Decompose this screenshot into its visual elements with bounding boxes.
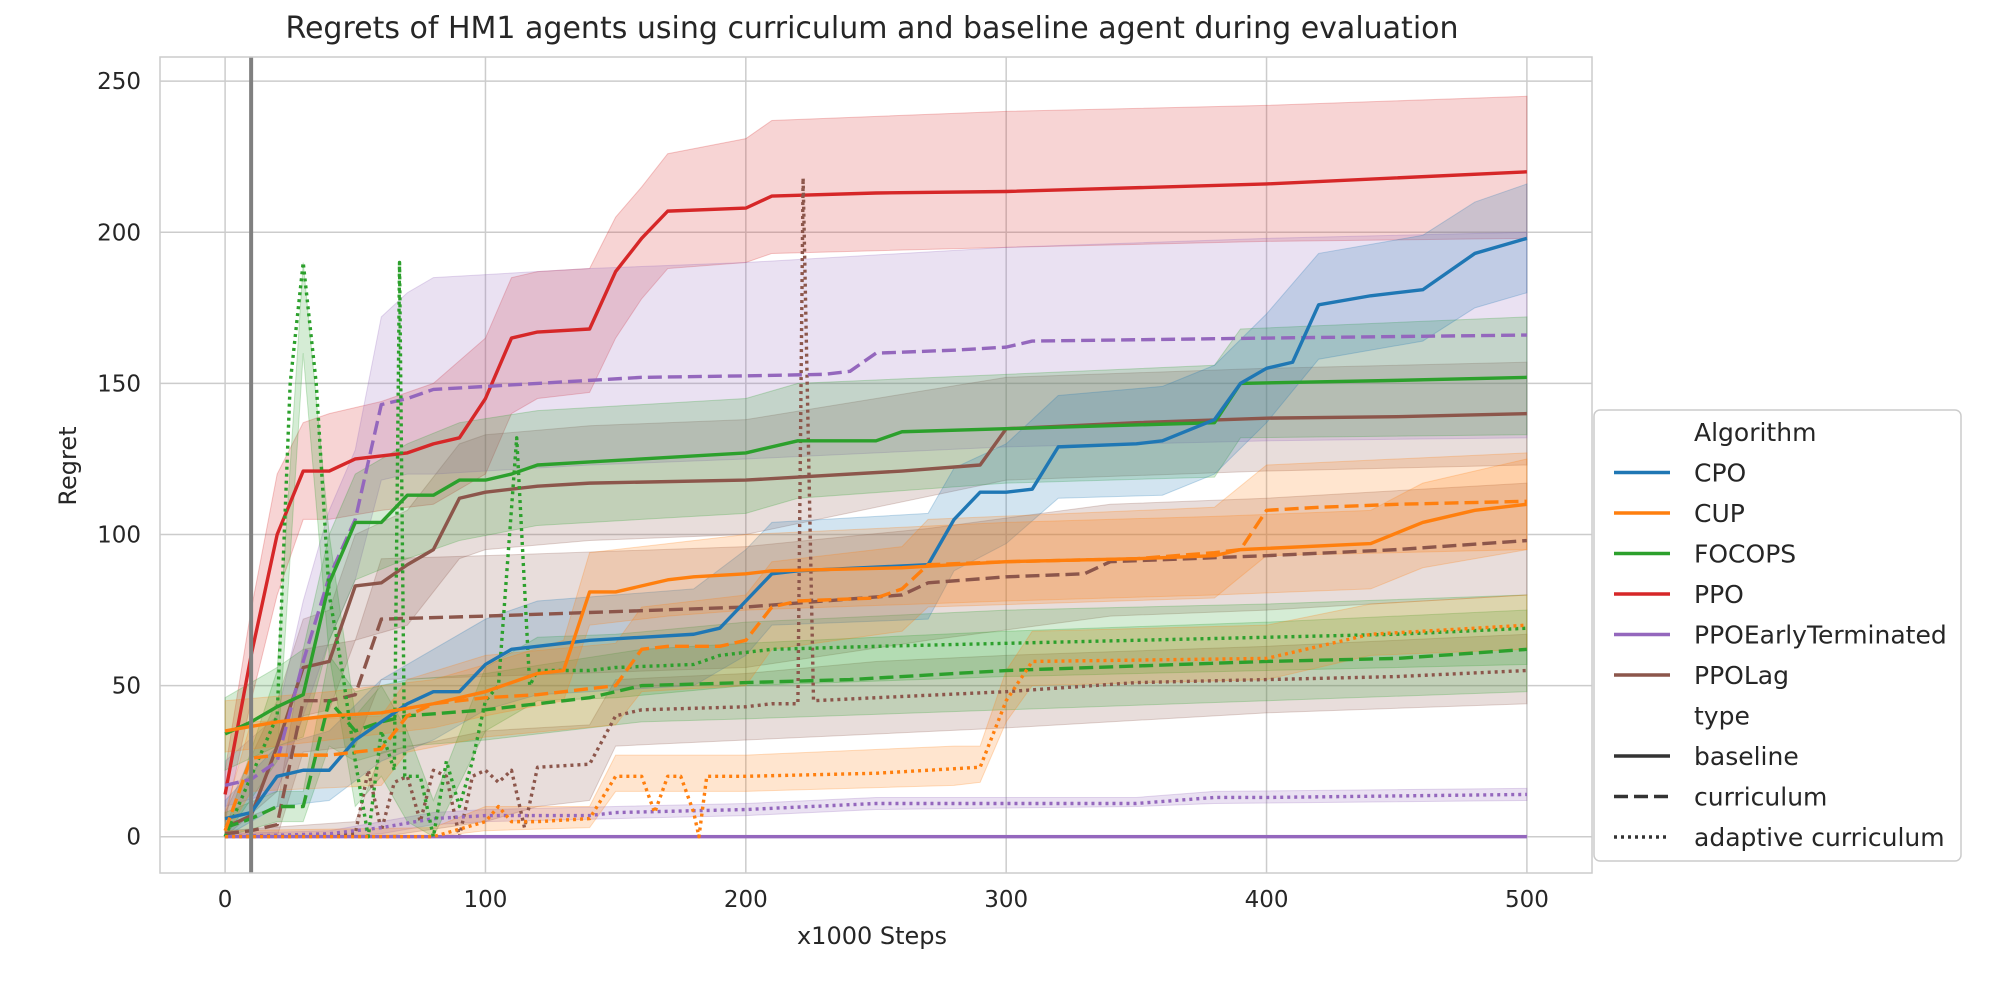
line-ppoearlyterminated-adaptive-curriculum xyxy=(225,792,1527,839)
line-focops-baseline xyxy=(224,375,1527,736)
line-cup-curriculum xyxy=(223,499,1527,832)
legend-item-ppolag-label: PPOLag xyxy=(1694,661,1789,690)
confidence-bands xyxy=(224,95,1528,839)
legend-item-curriculum-label: curriculum xyxy=(1694,783,1827,812)
y-tick-label: 250 xyxy=(97,69,141,95)
line-ppo-baseline xyxy=(223,170,1527,795)
legend-item-cpo-label: CPO xyxy=(1694,459,1746,488)
y-tick-label: 200 xyxy=(97,220,141,246)
x-tick-label: 500 xyxy=(1505,887,1549,913)
x-tick-label: 0 xyxy=(218,887,233,913)
y-tick-label: 50 xyxy=(112,674,141,700)
series-lines xyxy=(223,170,1528,839)
y-tick-label: 100 xyxy=(97,523,141,549)
legend: Algorithm CPO CUP FOCOPS PPO PPOEarlyTerminat… xyxy=(1593,409,1962,862)
y-tick-label: 150 xyxy=(97,371,141,397)
legend-title-algorithm: Algorithm xyxy=(1694,418,1816,447)
x-tick-label: 300 xyxy=(984,887,1028,913)
x-tick-label: 400 xyxy=(1245,887,1289,913)
band-ppolag-baseline xyxy=(224,361,1528,838)
line-ppoearlyterminated-curriculum xyxy=(224,333,1527,788)
plot-frame xyxy=(159,56,1593,874)
band-cup-baseline xyxy=(224,458,1528,753)
y-tick-label: 0 xyxy=(126,825,141,851)
band-ppolag-adaptive-curriculum xyxy=(224,633,1528,838)
legend-item-focops-label: FOCOPS xyxy=(1694,540,1796,569)
legend-item-baseline-label: baseline xyxy=(1694,742,1799,771)
legend-item-cup-label: CUP xyxy=(1694,499,1745,528)
band-ppoearlyterminated-curriculum xyxy=(224,231,1528,808)
legend-item-adaptive-curriculum-label: adaptive curriculum xyxy=(1694,823,1945,852)
tick-labels: 0 100 200 300 400 500 0 50 100 150 200 250 xyxy=(97,69,1549,913)
line-cpo-baseline xyxy=(224,236,1528,821)
chart-title: Regrets of HM1 agents using curriculum a… xyxy=(285,11,1458,46)
x-tick-label: 200 xyxy=(724,887,768,913)
legend-box xyxy=(1593,409,1962,862)
legend-item-ppoearlyterminated-label: PPOEarlyTerminated xyxy=(1694,621,1947,650)
legend-item-ppo-label: PPO xyxy=(1694,580,1744,609)
y-axis-title: Regret xyxy=(54,426,82,505)
line-cup-adaptive-curriculum xyxy=(225,623,1528,839)
legend-title-type: type xyxy=(1694,702,1750,731)
band-ppolag-curriculum xyxy=(224,482,1528,838)
band-focops-adaptive-curriculum xyxy=(224,262,1528,839)
x-tick-label: 100 xyxy=(464,887,508,913)
band-ppoearlyterminated-adaptive-curriculum xyxy=(224,787,1528,838)
x-axis-title: x1000 Steps xyxy=(797,922,947,950)
band-focops-curriculum xyxy=(224,609,1528,838)
line-focops-curriculum xyxy=(224,647,1528,830)
